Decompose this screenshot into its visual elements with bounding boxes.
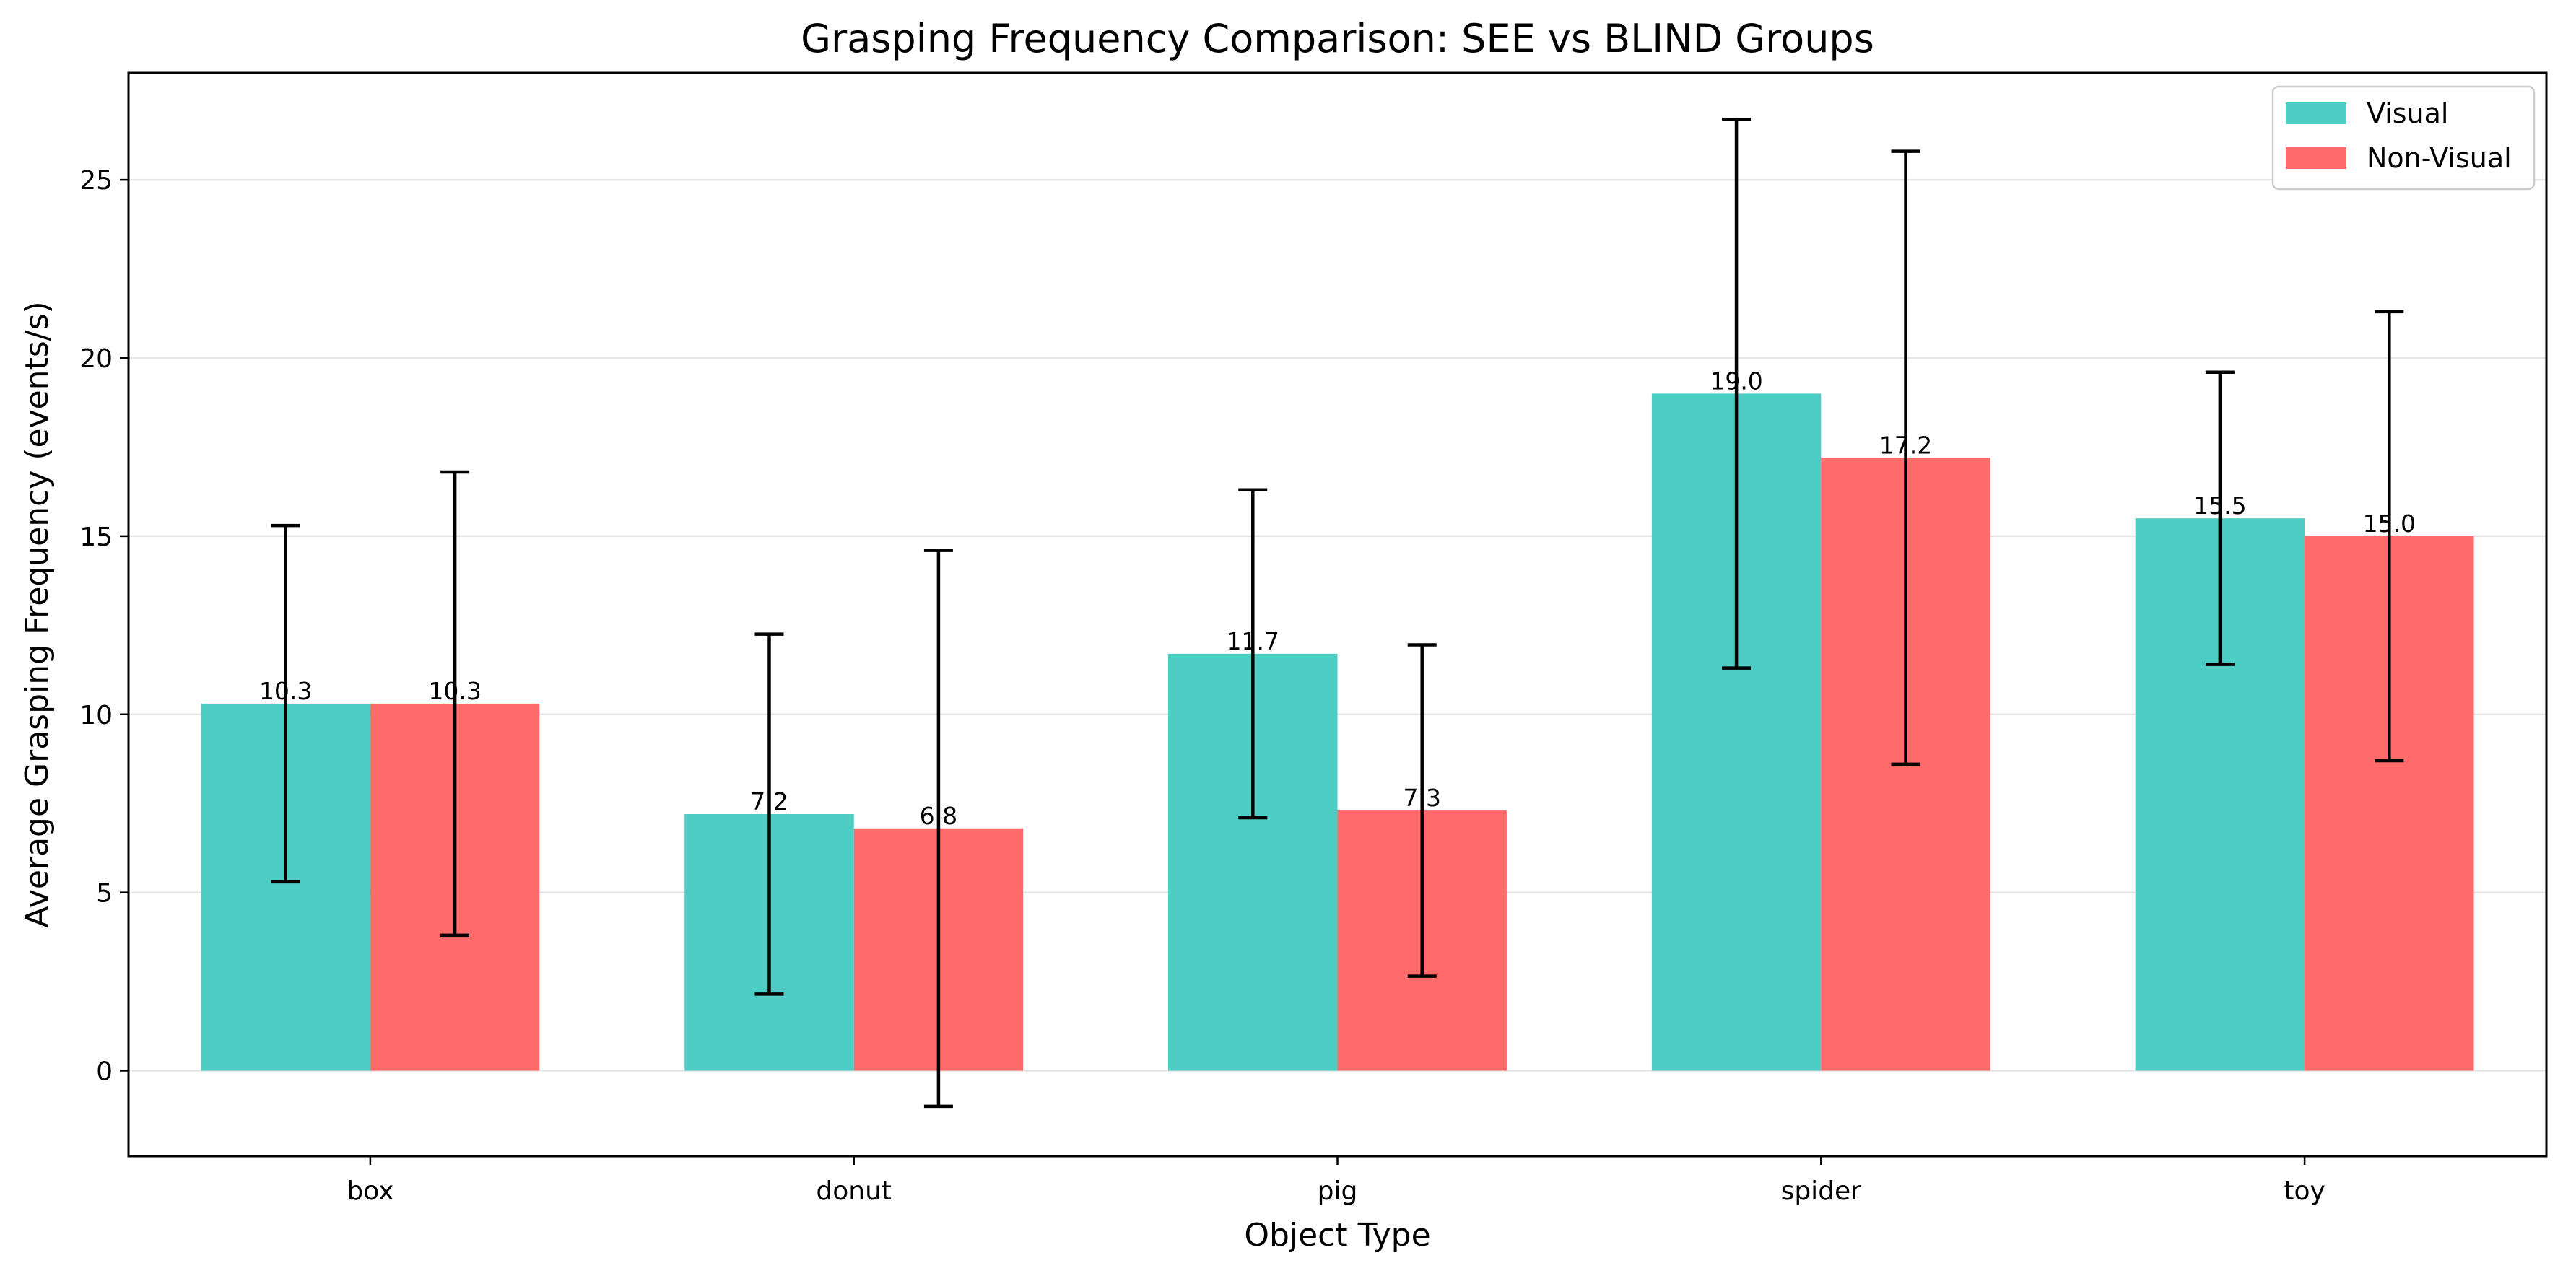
y-tick-label-25: 25 bbox=[79, 166, 113, 196]
error-bar-0-toy bbox=[2205, 370, 2235, 666]
bar-value-label: 15.5 bbox=[2193, 491, 2246, 520]
y-tick-label-15: 15 bbox=[79, 523, 113, 552]
y-axis-ticks: 0 5 10 15 20 25 bbox=[79, 166, 129, 1087]
bar-value-labels: 10.3 7.2 11.7 19.0 15.5 10.3 6.8 7.3 17.2 15.0 bbox=[259, 367, 2416, 829]
y-tick-label-20: 20 bbox=[79, 344, 113, 374]
error-bar-0-pig bbox=[1238, 488, 1268, 820]
bar-value-label: 19.0 bbox=[1710, 367, 1762, 395]
error-bar-0-spider bbox=[1722, 117, 1752, 670]
bar-value-label: 7.2 bbox=[750, 787, 788, 816]
error-bar-1-toy bbox=[2375, 310, 2404, 763]
bar-value-label: 17.2 bbox=[1879, 431, 1932, 459]
x-tick-label-spider: spider bbox=[1781, 1176, 1862, 1206]
legend-label-0: Visual bbox=[2367, 97, 2448, 129]
legend-swatch-1 bbox=[2286, 147, 2346, 169]
y-axis-label: Average Grasping Frequency (events/s) bbox=[19, 301, 56, 927]
error-bar-1-pig bbox=[1407, 643, 1437, 978]
x-tick-label-box: box bbox=[347, 1176, 393, 1206]
x-tick-label-donut: donut bbox=[816, 1176, 892, 1206]
legend: Visual Non-Visual bbox=[2271, 85, 2536, 191]
x-axis-label: Object Type bbox=[1244, 1217, 1430, 1254]
bar-value-label: 15.0 bbox=[2363, 510, 2416, 538]
x-tick-label-pig: pig bbox=[1318, 1176, 1358, 1206]
bar-value-label: 7.3 bbox=[1403, 784, 1440, 812]
y-tick-label-0: 0 bbox=[96, 1057, 113, 1087]
legend-label-1: Non-Visual bbox=[2367, 142, 2512, 174]
error-bar-1-spider bbox=[1891, 149, 1920, 766]
bar-value-label: 10.3 bbox=[259, 677, 312, 705]
x-tick-label-toy: toy bbox=[2284, 1176, 2325, 1206]
error-bar-0-box bbox=[271, 523, 300, 884]
bar-value-label: 11.7 bbox=[1227, 627, 1279, 655]
bar-value-label: 6.8 bbox=[920, 802, 957, 830]
chart-title: Grasping Frequency Comparison: SEE vs BL… bbox=[801, 16, 1874, 61]
legend-swatch-0 bbox=[2286, 102, 2346, 124]
error-bars bbox=[271, 117, 2404, 1109]
bar-value-label: 10.3 bbox=[428, 677, 481, 705]
bars bbox=[201, 393, 2474, 1071]
error-bar-0-donut bbox=[754, 632, 784, 996]
error-bar-1-box bbox=[440, 470, 470, 938]
error-bar-1-donut bbox=[923, 549, 953, 1109]
y-tick-label-10: 10 bbox=[79, 701, 113, 730]
x-axis-ticks: box donut pig spider toy bbox=[347, 1156, 2325, 1206]
y-tick-label-5: 5 bbox=[96, 879, 113, 909]
